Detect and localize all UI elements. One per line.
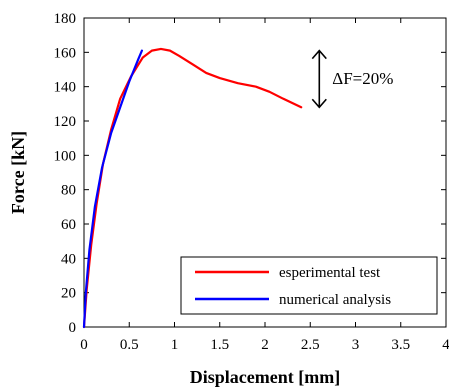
series-line-numerical-analysis <box>82 49 144 329</box>
y-tick-label: 160 <box>54 45 77 61</box>
delta-force-annotation: ΔF=20% <box>332 69 393 88</box>
x-tick-label: 1 <box>171 337 179 353</box>
x-tick-label: 2 <box>261 337 269 353</box>
x-tick-label: 0.5 <box>120 337 139 353</box>
x-axis-label: Displacement [mm] <box>190 367 340 387</box>
annotation-layer: ΔF=20% <box>311 49 393 109</box>
y-axis-label: Force [kN] <box>8 131 28 214</box>
y-tick-label: 40 <box>61 251 76 267</box>
x-tick-label: 3 <box>352 337 360 353</box>
y-tick-label: 60 <box>61 217 76 233</box>
legend-box <box>180 256 438 315</box>
x-tick-label: 4 <box>442 337 449 353</box>
y-tick-label: 80 <box>61 183 76 199</box>
y-tick-label: 100 <box>54 148 77 164</box>
tick-layer: 0 0.5 1 1.5 2 2.5 3 3.5 402040608010012014016018… <box>54 11 449 353</box>
legend-label: esperimental test <box>279 265 381 281</box>
y-tick-label: 180 <box>54 11 77 27</box>
x-tick-label: 3.5 <box>391 337 410 353</box>
x-tick-label: 2.5 <box>301 337 320 353</box>
delta-force-arrow-head-top <box>311 49 327 60</box>
y-tick-label: 140 <box>54 80 77 96</box>
delta-force-arrow-head-bottom <box>311 98 327 109</box>
series-layer <box>82 47 303 329</box>
x-tick-label: 1.5 <box>210 337 229 353</box>
y-tick-label: 120 <box>54 114 77 130</box>
legend: esperimental test numerical analysis <box>180 256 438 315</box>
y-tick-label: 20 <box>61 286 76 302</box>
legend-label: numerical analysis <box>279 292 391 308</box>
y-tick-label: 0 <box>69 320 77 336</box>
x-tick-label: 0 <box>80 337 88 353</box>
